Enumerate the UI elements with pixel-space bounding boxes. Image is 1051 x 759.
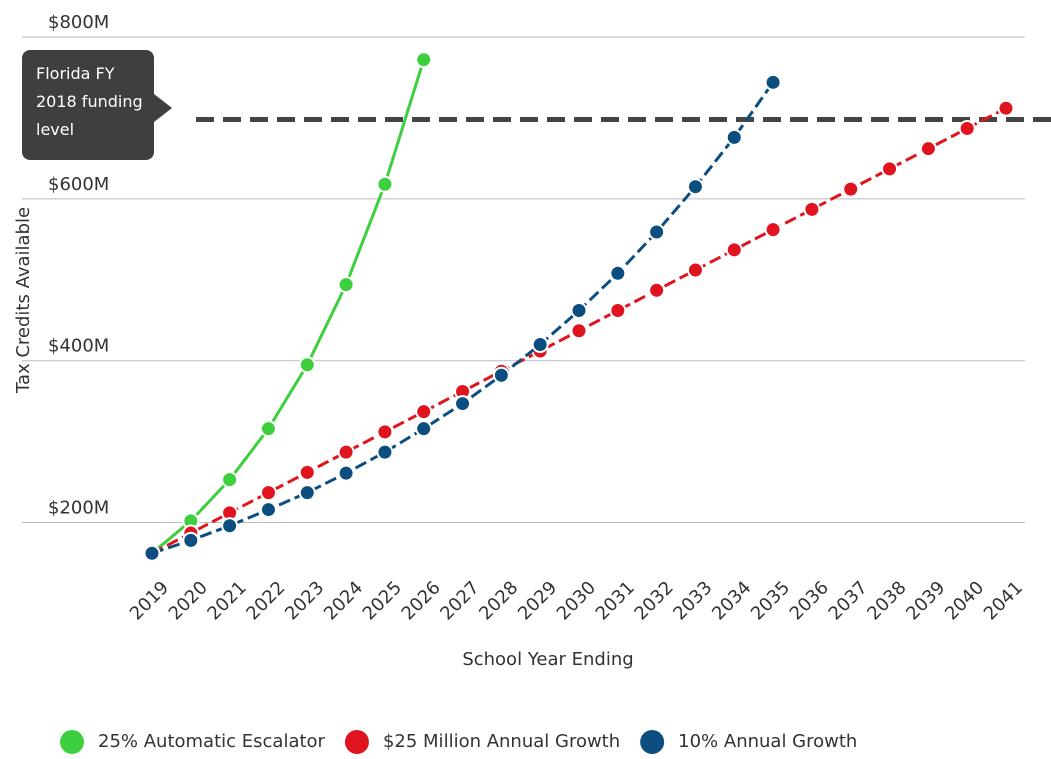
data-point (337, 443, 355, 461)
x-tick-label: 2034 (708, 577, 755, 624)
data-point (415, 51, 433, 69)
x-tick-label: 2021 (203, 577, 250, 624)
data-point (609, 264, 627, 282)
data-point (725, 128, 743, 146)
data-point (686, 178, 704, 196)
legend-marker (640, 730, 665, 754)
data-point (958, 119, 976, 137)
x-tick-label: 2033 (669, 577, 716, 624)
legend-marker (344, 730, 369, 754)
data-point (221, 517, 239, 535)
x-tick-label: 2031 (592, 577, 639, 624)
data-point (182, 531, 200, 549)
data-point (881, 160, 899, 178)
x-tick-label: 2027 (436, 577, 483, 624)
data-point (648, 223, 666, 241)
x-tick-label: 2040 (941, 577, 988, 624)
x-tick-label: 2039 (902, 577, 949, 624)
x-tick-label: 2037 (825, 577, 872, 624)
data-point (570, 302, 588, 320)
data-point (764, 221, 782, 239)
x-tick-label: 2035 (747, 577, 794, 624)
data-point (842, 180, 860, 198)
x-tick-label: 2022 (242, 577, 289, 624)
data-point (376, 175, 394, 193)
x-tick-label: 2025 (359, 577, 406, 624)
data-point (997, 99, 1015, 117)
x-tick-label: 2032 (630, 577, 677, 624)
y-tick-label: $400M (48, 336, 109, 357)
data-point (570, 322, 588, 340)
x-tick-label: 2038 (863, 577, 910, 624)
data-point (492, 366, 510, 384)
x-tick-label: 2029 (514, 577, 561, 624)
data-point (221, 471, 239, 489)
x-tick-label: 2019 (126, 577, 173, 624)
data-point (259, 484, 277, 502)
data-point (803, 200, 821, 218)
data-point (609, 302, 627, 320)
y-tick-label: $600M (48, 174, 109, 195)
data-point (725, 241, 743, 259)
x-tick-label: 2030 (553, 577, 600, 624)
data-point (298, 463, 316, 481)
x-tick-label: 2023 (281, 577, 328, 624)
series-line (151, 59, 426, 555)
x-tick-label: 2026 (398, 577, 445, 624)
y-axis-label: Tax Credits Available (13, 207, 34, 394)
x-tick-label: 2024 (320, 577, 367, 624)
x-tick-label: 2028 (475, 577, 522, 624)
data-point (259, 420, 277, 438)
data-point (454, 395, 472, 413)
y-tick-label: $200M (48, 498, 109, 519)
data-point (531, 336, 549, 354)
legend-label: 25% Automatic Escalator (98, 731, 326, 752)
data-point (415, 420, 433, 438)
data-point (648, 281, 666, 299)
data-point (376, 443, 394, 461)
data-point (337, 276, 355, 294)
data-point (143, 544, 161, 562)
x-tick-label: 2020 (165, 577, 212, 624)
data-point (686, 261, 704, 279)
x-tick-label: 2036 (786, 577, 833, 624)
data-point (298, 484, 316, 502)
data-point (415, 403, 433, 421)
data-point (298, 356, 316, 374)
y-tick-label: $800M (48, 12, 109, 33)
legend-label: 10% Annual Growth (678, 731, 857, 752)
x-tick-label: 2041 (980, 577, 1027, 624)
series-line (151, 81, 775, 555)
data-point (919, 140, 937, 158)
legend-marker (60, 730, 84, 754)
legend-label: $25 Million Annual Growth (383, 731, 620, 752)
x-axis-label: School Year Ending (462, 649, 633, 670)
data-point (259, 501, 277, 519)
data-point (764, 73, 782, 91)
annotation: Florida FY 2018 funding level (22, 50, 172, 160)
data-point (337, 464, 355, 482)
data-point (376, 423, 394, 441)
